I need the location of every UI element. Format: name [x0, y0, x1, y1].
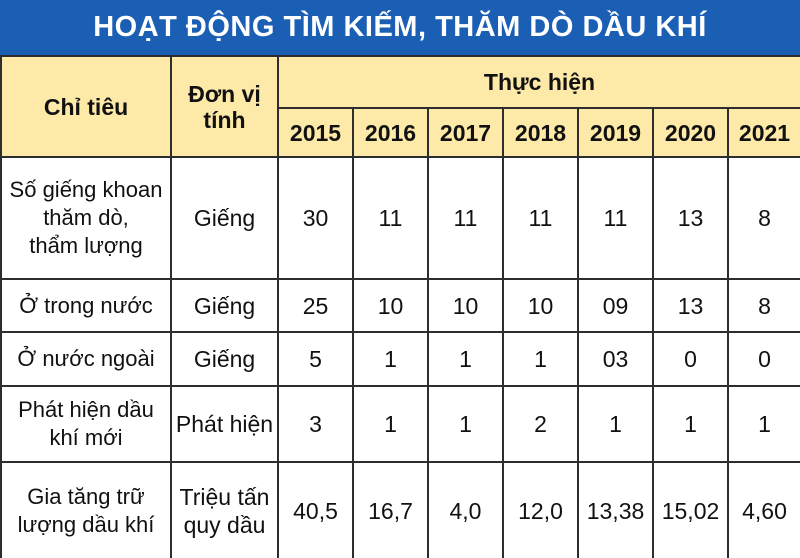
value-cell-2021: 1	[726, 385, 800, 463]
row-label: Gia tăng trữ lượng dầu khí	[0, 461, 172, 558]
row-label-line: Ở trong nước	[19, 292, 153, 318]
value-cell-2021: 8	[726, 156, 800, 280]
value-cell-2018: 12,0	[502, 461, 579, 558]
row-unit: Giếng	[170, 156, 279, 280]
exploration-data-table: Chỉ tiêu Đơn vị tính Thực hiện 2015 2016 2…	[0, 55, 800, 558]
value-cell-2019: 13,38	[577, 461, 654, 558]
header-indicator-label: Chỉ tiêu	[43, 93, 129, 120]
value-cell-2021: 4,60	[726, 461, 800, 558]
row-label-line: Ở nước ngoài	[17, 346, 155, 371]
row-label: Ở trong nước	[0, 278, 172, 333]
value-cell-2020: 13	[652, 278, 729, 333]
value-cell-2020: 13	[652, 156, 729, 280]
value-cell-2019: 1	[577, 385, 654, 463]
value-cell-2016: 16,7	[352, 461, 429, 558]
row-unit: Giếng	[170, 278, 279, 333]
value-cell-2018: 2	[502, 385, 579, 463]
value-cell-2019: 11	[577, 156, 654, 280]
year-header-2016: 2016	[352, 107, 429, 158]
value-cell-2015: 3	[277, 385, 354, 463]
header-performed-label: Thực hiện	[483, 69, 596, 95]
table-title: HOẠT ĐỘNG TÌM KIẾM, THĂM DÒ DẦU KHÍ	[93, 11, 707, 43]
year-header-2015: 2015	[277, 107, 354, 158]
value-cell-2021: 8	[726, 278, 800, 333]
value-cell-2015: 40,5	[277, 461, 354, 558]
row-label: Số giếng khoan thăm dò, thẩm lượng	[0, 156, 172, 280]
row-unit: Giếng	[170, 331, 279, 387]
header-row-top: Chỉ tiêu Đơn vị tính Thực hiện	[0, 55, 800, 158]
table-body: Số giếng khoan thăm dò, thẩm lượng Giếng 30 1…	[0, 156, 800, 558]
row-label-line: Phát hiện dầu	[18, 397, 154, 422]
row-label-line: lượng dầu khí	[17, 511, 155, 537]
header-row-years: 2015 2016 2017 2018 2019 2020 2021	[1, 107, 800, 158]
value-cell-2020: 0	[652, 331, 729, 387]
title-bar: HOẠT ĐỘNG TÌM KIẾM, THĂM DÒ DẦU KHÍ	[0, 0, 800, 55]
value-cell-2017: 10	[427, 278, 504, 333]
value-cell-2017: 4,0	[427, 461, 504, 558]
row-label: Phát hiện dầu khí mới	[0, 385, 172, 463]
row-label-line: Số giếng khoan	[9, 177, 163, 202]
value-cell-2016: 1	[352, 385, 429, 463]
value-cell-2020: 15,02	[652, 461, 729, 558]
value-cell-2016: 1	[352, 331, 429, 387]
year-header-2019: 2019	[577, 107, 654, 158]
header-unit-line-1: Đơn vị	[188, 80, 261, 107]
value-cell-2018: 1	[502, 331, 579, 387]
row-label-line: Gia tăng trữ	[27, 483, 145, 509]
year-header-2021: 2021	[726, 107, 800, 158]
value-cell-2017: 11	[427, 156, 504, 280]
value-cell-2018: 10	[502, 278, 579, 333]
row-unit-line: Triệu tấn	[179, 483, 270, 510]
row-label-line: khí mới	[49, 425, 123, 450]
value-cell-2017: 1	[427, 385, 504, 463]
year-header-2018: 2018	[502, 107, 579, 158]
row-domestic: Ở trong nước Giếng 25 10 10 10 09 13 8	[0, 278, 800, 333]
row-label-line: thăm dò,	[43, 205, 129, 230]
row-unit-line: Giếng	[193, 346, 256, 372]
value-cell-2018: 11	[502, 156, 579, 280]
row-label: Ở nước ngoài	[0, 331, 172, 387]
row-unit: Triệu tấn quy dầu	[170, 461, 279, 558]
header-performed: Thực hiện	[276, 55, 800, 109]
year-header-2017: 2017	[427, 107, 504, 158]
row-label-line: thẩm lượng	[29, 233, 143, 258]
row-new-discoveries: Phát hiện dầu khí mới Phát hiện 3 1 1 2 1 1 1	[0, 385, 800, 463]
row-reserve-increase: Gia tăng trữ lượng dầu khí Triệu tấn quy dầ…	[0, 461, 800, 558]
value-cell-2016: 11	[352, 156, 429, 280]
value-cell-2016: 10	[352, 278, 429, 333]
row-overseas: Ở nước ngoài Giếng 5 1 1 1 03 0 0	[0, 331, 800, 387]
header-unit: Đơn vị tính	[170, 55, 279, 158]
row-unit-line: quy dầu	[183, 511, 266, 538]
value-cell-2020: 1	[652, 385, 729, 463]
value-cell-2017: 1	[427, 331, 504, 387]
row-unit-line: Phát hiện	[175, 411, 274, 437]
value-cell-2019: 03	[577, 331, 654, 387]
value-cell-2021: 0	[726, 331, 800, 387]
year-header-2020: 2020	[652, 107, 729, 158]
row-unit: Phát hiện	[170, 385, 279, 463]
value-cell-2019: 09	[577, 278, 654, 333]
value-cell-2015: 30	[277, 156, 354, 280]
header-indicator: Chỉ tiêu	[0, 55, 172, 158]
row-unit-line: Giếng	[193, 205, 256, 231]
row-unit-line: Giếng	[193, 292, 256, 319]
row-exploration-wells: Số giếng khoan thăm dò, thẩm lượng Giếng 30 1…	[0, 156, 800, 280]
value-cell-2015: 25	[277, 278, 354, 333]
value-cell-2015: 5	[277, 331, 354, 387]
header-unit-line-2: tính	[203, 106, 246, 133]
